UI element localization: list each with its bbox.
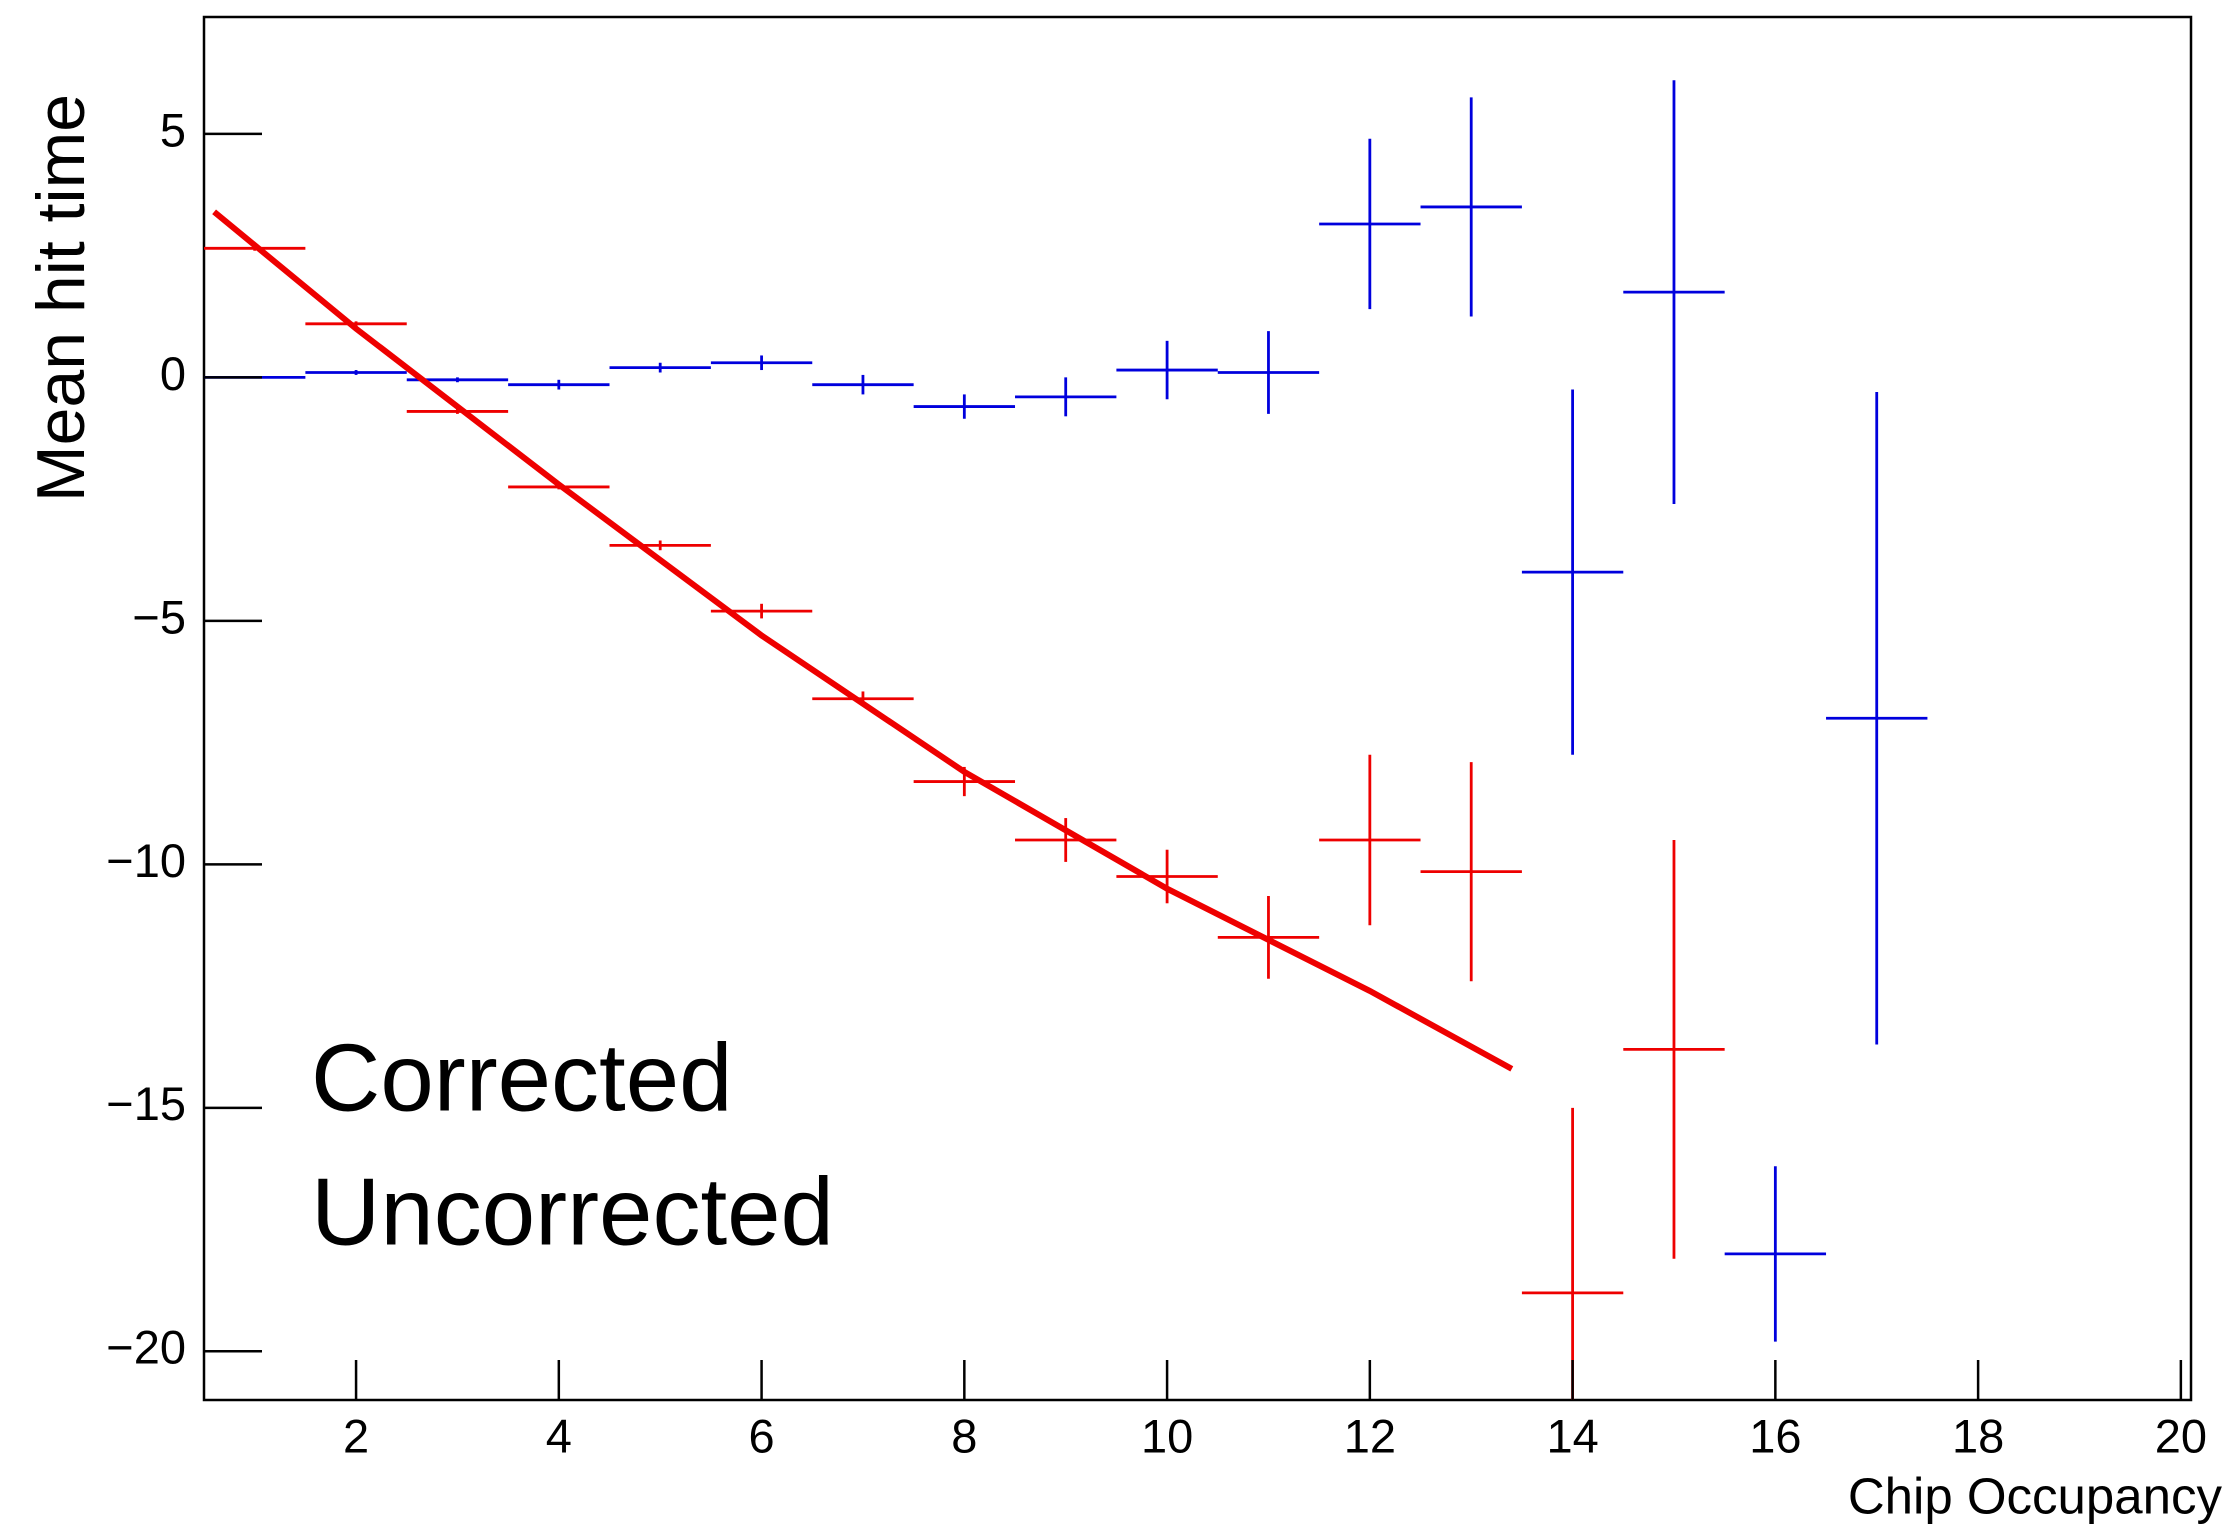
x-tick-label: 20 [2155,1409,2207,1462]
x-tick-label: 12 [1344,1409,1396,1462]
legend-entry: Uncorrected [311,1158,834,1265]
y-tick-label: −20 [106,1321,186,1374]
y-tick-label: 0 [160,347,186,400]
x-tick-label: 18 [1952,1409,2004,1462]
y-tick-label: −5 [132,590,186,643]
x-tick-label: 6 [749,1409,775,1462]
x-tick-label: 10 [1141,1409,1193,1462]
plot-area [204,80,1928,1400]
legend-entry: Corrected [311,1024,733,1131]
x-tick-label: 14 [1546,1409,1598,1462]
x-tick-label: 16 [1749,1409,1801,1462]
y-axis-label: Mean hit time [23,94,99,502]
fit-line [212,209,1514,1072]
x-tick-label: 2 [343,1409,369,1462]
x-axis-label: Chip Occupancy [1848,1467,2223,1524]
x-tick-label: 4 [546,1409,572,1462]
x-tick-label: 8 [951,1409,977,1462]
y-tick-label: −10 [106,834,186,887]
y-tick-label: 5 [160,103,186,156]
y-tick-label: −15 [106,1077,186,1130]
plot-frame [202,15,2193,1402]
